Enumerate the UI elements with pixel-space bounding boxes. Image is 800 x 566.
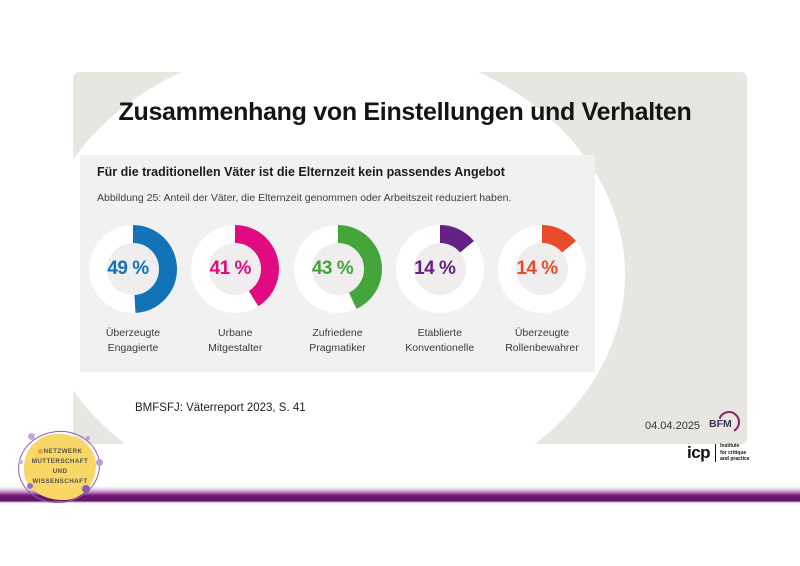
donut-item: 14 % Überzeugte Rollenbewahrer — [495, 225, 589, 355]
network-logo-dot — [19, 460, 23, 464]
slide-background: Zusammenhang von Einstellungen und Verha… — [73, 72, 747, 444]
donut-value-label: 14 % — [414, 258, 456, 279]
figure-heading: Für die traditionellen Väter ist die Elt… — [97, 165, 505, 179]
network-logo-dot — [27, 483, 33, 489]
donut-chart-graphic — [498, 225, 586, 313]
donut-category-label: Überzeugte Engagierte — [105, 327, 161, 354]
donut-item: 43 % Zufriedene Pragmatiker — [291, 225, 385, 355]
donut-item: 41 % Urbane Mitgestalter — [188, 225, 282, 355]
slide-date: 04.04.2025 — [645, 420, 701, 432]
donut-chart: 43 % — [293, 225, 382, 313]
icp-logo-tagline: Institute for critique and practice — [720, 443, 750, 463]
icp-logo: icp Institute for critique and practice — [687, 443, 750, 463]
bfm-logo-text: BFM — [709, 418, 732, 430]
bfm-logo-graphic: BFM — [709, 411, 741, 432]
network-logo-text: NETZWERK MUTTERSCHAFT UND WISSENSCHAFT — [31, 448, 89, 486]
donut-chart-graphic — [191, 225, 280, 313]
donut-item: 49 % Überzeugte Engagierte — [86, 225, 180, 355]
network-logo-orange-dot-icon — [37, 448, 43, 454]
figure-panel: Für die traditionellen Väter ist die Elt… — [80, 155, 595, 372]
donut-category-label: Etablierte Konventionelle — [405, 327, 475, 354]
donut-value-label: 49 % — [107, 258, 149, 279]
icp-logo-divider — [715, 444, 717, 462]
donut-category-label: Zufriedene Pragmatiker — [309, 327, 366, 354]
network-logo-dot — [96, 459, 103, 466]
network-logo-dot — [28, 433, 35, 440]
donut-chart: 41 % — [191, 225, 280, 313]
donut-chart-graphic — [395, 225, 484, 313]
donut-value-label: 41 % — [209, 258, 252, 279]
donut-chart-graphic — [293, 225, 382, 313]
figure-caption: Abbildung 25: Anteil der Väter, die Elte… — [97, 192, 512, 204]
slide-title: Zusammenhang von Einstellungen und Verha… — [118, 98, 692, 126]
donut-category-label: Urbane Mitgestalter — [208, 327, 263, 354]
network-logo-dot — [86, 436, 90, 440]
bottom-accent-bar — [0, 486, 800, 503]
icp-logo-text: icp — [687, 443, 711, 462]
donut-chart: 14 % — [395, 225, 484, 313]
bfm-logo: BFM — [707, 408, 747, 438]
donut-chart: 49 % — [89, 225, 177, 313]
source-reference: BMFSFJ: Väterreport 2023, S. 41 — [135, 402, 306, 414]
donut-category-label: Überzeugte Rollenbewahrer — [505, 327, 579, 354]
network-motherhood-science-logo: NETZWERK MUTTERSCHAFT UND WISSENSCHAFT — [13, 425, 106, 509]
network-logo-dot — [82, 485, 90, 493]
donut-chart-graphic — [89, 225, 177, 313]
donut-row: 49 % Überzeugte Engagierte 41 % Urbane Mitges… — [86, 225, 589, 355]
donut-item: 14 % Etablierte Konventionelle — [393, 225, 487, 355]
donut-value-label: 43 % — [311, 258, 354, 279]
donut-value-label: 14 % — [516, 258, 558, 279]
donut-chart: 14 % — [498, 225, 586, 313]
